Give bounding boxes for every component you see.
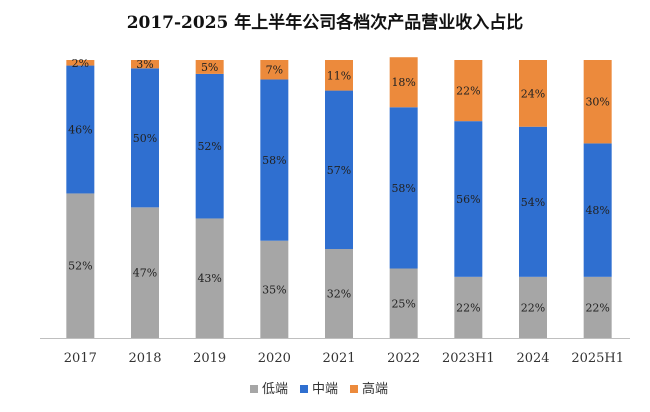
data-label: 24% bbox=[521, 87, 545, 100]
bar-segment bbox=[325, 60, 353, 91]
bar-segment bbox=[66, 193, 95, 338]
data-label: 58% bbox=[391, 182, 415, 195]
data-label: 54% bbox=[521, 196, 545, 209]
x-tick-label: 2023H1 bbox=[442, 351, 495, 366]
data-label: 56% bbox=[456, 193, 480, 206]
legend-swatch bbox=[250, 385, 258, 393]
data-label: 5% bbox=[201, 61, 218, 74]
bar-segment bbox=[389, 268, 418, 338]
data-label: 3% bbox=[136, 58, 153, 71]
x-tick-label: 2018 bbox=[128, 351, 161, 366]
data-label: 43% bbox=[197, 272, 221, 285]
data-label: 48% bbox=[585, 204, 609, 217]
data-label: 35% bbox=[262, 283, 286, 296]
data-label: 18% bbox=[391, 76, 415, 89]
chart-title: 2017-2025 年上半年公司各档次产品营业收入占比 bbox=[127, 12, 524, 33]
data-label: 25% bbox=[391, 297, 415, 310]
x-tick-label: 2020 bbox=[258, 351, 291, 366]
bar-segment bbox=[325, 90, 353, 250]
bar-segment bbox=[519, 276, 547, 338]
legend-label: 低端 bbox=[262, 382, 288, 397]
x-tick-label: 2022 bbox=[387, 351, 420, 366]
data-label: 30% bbox=[585, 96, 609, 109]
x-tick-labels: 2017 2018 2019 2020 2021 2022 2023H1 2024 2025H1 bbox=[64, 351, 624, 366]
bar-segment bbox=[389, 57, 418, 108]
bar-segment bbox=[454, 60, 483, 122]
bar-segment bbox=[260, 240, 289, 338]
data-label: 2% bbox=[72, 57, 89, 70]
bar-segment bbox=[389, 107, 418, 269]
bar-segment bbox=[131, 207, 159, 338]
bar-segment bbox=[131, 60, 159, 69]
legend: 低端 中端 高端 bbox=[250, 381, 388, 397]
bar-segment bbox=[66, 65, 95, 194]
data-label: 46% bbox=[68, 124, 92, 137]
data-label: 22% bbox=[456, 301, 480, 314]
bar-segment bbox=[325, 249, 353, 338]
bar-segment bbox=[454, 276, 483, 338]
data-label: 47% bbox=[133, 267, 157, 280]
legend-swatch bbox=[350, 385, 358, 393]
bar-segment bbox=[583, 60, 612, 144]
bar-segment bbox=[519, 60, 547, 127]
data-label: 11% bbox=[327, 69, 351, 82]
data-label: 50% bbox=[133, 132, 157, 145]
bars-group: 52% 46% 2% 47% 50% 3% 43% 52% 5% 35% 58% 7% 32% 57% 11… bbox=[66, 57, 612, 338]
bar-segment bbox=[519, 126, 547, 277]
data-label: 7% bbox=[266, 64, 283, 77]
bar-segment bbox=[131, 68, 159, 208]
data-label: 52% bbox=[197, 140, 221, 153]
data-label: 22% bbox=[521, 301, 545, 314]
legend-label: 中端 bbox=[312, 382, 338, 397]
legend-swatch bbox=[300, 385, 308, 393]
data-label: 22% bbox=[456, 85, 480, 98]
x-tick-label: 2021 bbox=[322, 351, 355, 366]
x-tick-label: 2024 bbox=[516, 351, 549, 366]
bar-segment bbox=[583, 143, 612, 277]
legend-label: 高端 bbox=[362, 381, 388, 397]
bar-segment bbox=[195, 218, 224, 338]
bar-segment bbox=[260, 79, 289, 241]
bar-segment bbox=[66, 60, 95, 66]
x-tick-label: 2025H1 bbox=[571, 351, 624, 366]
x-tick-label: 2017 bbox=[64, 351, 97, 366]
bar-segment bbox=[260, 60, 289, 80]
data-label: 22% bbox=[585, 301, 609, 314]
data-label: 57% bbox=[327, 164, 351, 177]
x-tick-label: 2019 bbox=[193, 351, 226, 366]
data-label: 58% bbox=[262, 154, 286, 167]
bar-segment bbox=[583, 276, 612, 338]
data-label: 32% bbox=[327, 288, 351, 301]
bar-segment bbox=[454, 121, 483, 277]
bar-segment bbox=[195, 73, 224, 219]
data-label: 52% bbox=[68, 260, 92, 273]
bar-segment bbox=[195, 60, 224, 74]
